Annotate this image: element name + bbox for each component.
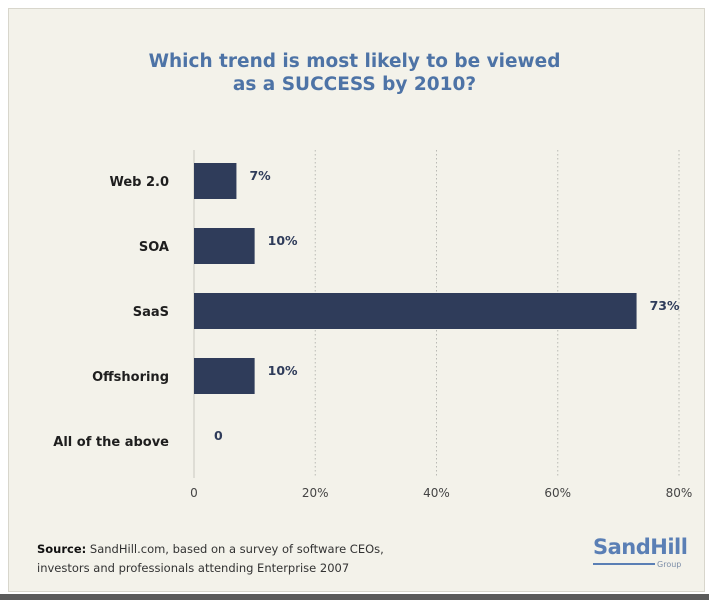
category-label-1: SOA	[139, 240, 169, 255]
chart-title: Which trend is most likely to be viewed …	[0, 50, 709, 96]
logo-underline	[593, 563, 655, 565]
logo-subtext: Group	[657, 560, 682, 569]
data-label-2: 73%	[650, 298, 680, 313]
data-label-3: 10%	[268, 363, 298, 378]
sandhill-logo: SandHill Group	[585, 532, 703, 574]
category-label-0: Web 2.0	[109, 175, 169, 190]
source-label: Source:	[37, 542, 87, 556]
source-text-2: investors and professionals attending En…	[37, 561, 350, 575]
chart-title-line-2: as a SUCCESS by 2010?	[232, 74, 477, 95]
x-tick-label-0: 0	[190, 486, 198, 500]
x-tick-label-80: 80%	[666, 486, 693, 500]
bottom-shadow	[0, 594, 709, 600]
data-label-4: 0	[214, 428, 223, 443]
source-note: Source: SandHill.com, based on a survey …	[37, 540, 384, 578]
category-label-3: Offshoring	[92, 370, 169, 385]
source-line-1: Source: SandHill.com, based on a survey …	[37, 540, 384, 559]
bar-2	[194, 293, 637, 329]
category-label-2: SaaS	[133, 305, 169, 320]
x-tick-label-60: 60%	[544, 486, 571, 500]
bar-1	[194, 228, 255, 264]
x-tick-label-20: 20%	[302, 486, 329, 500]
category-label-4: All of the above	[53, 435, 169, 450]
x-tick-label-40: 40%	[423, 486, 450, 500]
data-label-1: 10%	[268, 233, 298, 248]
bar-3	[194, 358, 255, 394]
source-text-1: SandHill.com, based on a survey of softw…	[86, 542, 384, 556]
chart-title-line-1: Which trend is most likely to be viewed	[148, 51, 561, 72]
data-label-0: 7%	[249, 168, 271, 183]
bar-0	[194, 163, 237, 199]
logo-text: SandHill	[593, 535, 688, 559]
